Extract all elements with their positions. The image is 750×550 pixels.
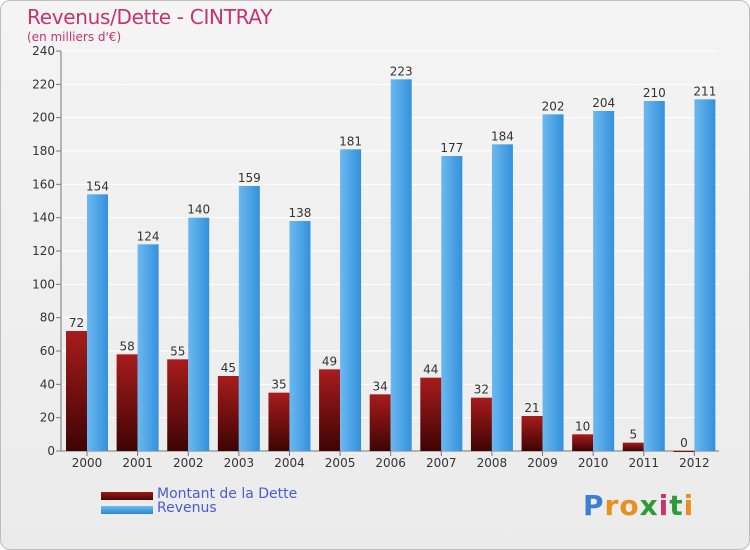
bar-dette — [217, 376, 239, 451]
data-label-dette: 35 — [271, 378, 286, 392]
bar-dette — [319, 369, 341, 451]
data-label-dette: 5 — [629, 428, 637, 442]
bar-revenus — [340, 149, 362, 452]
y-tick-label: 40 — [40, 377, 55, 391]
bar-revenus — [238, 186, 260, 451]
logo-letter: i — [683, 489, 695, 522]
legend-swatch-revenus — [101, 506, 153, 514]
data-label-dette: 10 — [575, 419, 590, 433]
bar-dette — [268, 392, 290, 451]
x-tick-label: 2011 — [628, 456, 659, 470]
data-label-dette: 72 — [69, 316, 84, 330]
bar-dette — [369, 394, 391, 451]
proxiti-logo: Proxiti — [583, 489, 694, 522]
y-tick-label: 140 — [32, 211, 55, 225]
data-label-revenus: 184 — [491, 129, 514, 143]
y-tick-label: 200 — [32, 111, 55, 125]
data-label-dette: 44 — [423, 363, 438, 377]
bar-dette — [572, 434, 594, 451]
data-label-revenus: 211 — [693, 84, 716, 98]
y-tick-label: 60 — [40, 344, 55, 358]
data-label-dette: 49 — [322, 354, 337, 368]
legend-swatch-dette — [101, 492, 153, 500]
legend-label-dette: Montant de la Dette — [157, 486, 298, 502]
y-tick-label: 180 — [32, 144, 55, 158]
x-tick-label: 2005 — [325, 456, 356, 470]
bar-revenus — [542, 114, 564, 451]
logo-letter: t — [669, 489, 684, 522]
data-label-revenus: 223 — [390, 64, 413, 78]
bar-dette — [673, 451, 695, 452]
bar-dette — [420, 377, 442, 451]
bar-revenus — [694, 99, 716, 451]
x-tick-label: 2000 — [72, 456, 103, 470]
bar-revenus — [441, 156, 463, 451]
data-label-dette: 34 — [373, 379, 388, 393]
data-label-revenus: 138 — [289, 206, 312, 220]
bar-revenus — [289, 221, 311, 451]
x-tick-label: 2003 — [224, 456, 255, 470]
x-tick-label: 2008 — [477, 456, 508, 470]
y-tick-label: 220 — [32, 77, 55, 91]
y-tick-label: 100 — [32, 277, 55, 291]
data-label-revenus: 154 — [86, 179, 109, 193]
bar-dette — [521, 416, 543, 451]
x-tick-label: 2004 — [274, 456, 305, 470]
logo-letter: P — [583, 489, 605, 522]
bar-revenus — [188, 217, 210, 451]
data-label-revenus: 181 — [339, 134, 362, 148]
x-tick-label: 2009 — [527, 456, 558, 470]
bar-revenus — [87, 194, 108, 452]
data-label-dette: 21 — [524, 401, 539, 415]
logo-letter: o — [619, 489, 640, 522]
data-label-revenus: 204 — [592, 96, 615, 110]
logo-letter: i — [658, 489, 670, 522]
logo-letter: x — [639, 489, 659, 522]
chart-subtitle: (en milliers d'€) — [27, 30, 122, 44]
data-label-dette: 0 — [680, 436, 688, 450]
bar-dette — [470, 397, 492, 451]
bar-revenus — [593, 111, 615, 451]
x-tick-label: 2007 — [426, 456, 457, 470]
chart-title: Revenus/Dette - CINTRAY — [27, 5, 273, 29]
bar-revenus — [491, 144, 513, 452]
data-label-revenus: 210 — [643, 86, 666, 100]
y-tick-label: 80 — [40, 311, 55, 325]
data-label-revenus: 159 — [238, 171, 261, 185]
logo-letter: r — [604, 489, 620, 522]
data-label-revenus: 177 — [440, 141, 463, 155]
x-tick-label: 2012 — [679, 456, 710, 470]
y-tick-label: 120 — [32, 244, 55, 258]
y-tick-label: 240 — [32, 44, 55, 58]
y-tick-label: 0 — [47, 444, 55, 458]
y-tick-label: 160 — [32, 177, 55, 191]
data-label-dette: 45 — [221, 361, 236, 375]
x-tick-label: 2006 — [375, 456, 406, 470]
y-tick-label: 20 — [40, 411, 55, 425]
x-tick-label: 2010 — [578, 456, 609, 470]
bar-dette — [116, 354, 138, 451]
bar-revenus — [643, 101, 665, 451]
data-label-revenus: 202 — [542, 99, 565, 113]
data-label-revenus: 140 — [187, 203, 210, 217]
data-label-revenus: 124 — [137, 229, 160, 243]
data-label-dette: 32 — [474, 383, 489, 397]
bar-dette — [167, 359, 189, 451]
bar-dette — [66, 331, 87, 451]
x-tick-label: 2002 — [173, 456, 204, 470]
bar-revenus — [390, 79, 412, 451]
data-label-dette: 58 — [119, 339, 134, 353]
data-label-dette: 55 — [170, 344, 185, 358]
x-tick-label: 2001 — [122, 456, 153, 470]
bar-revenus — [137, 244, 159, 451]
bar-dette — [622, 442, 644, 451]
legend-label-revenus: Revenus — [157, 500, 217, 516]
